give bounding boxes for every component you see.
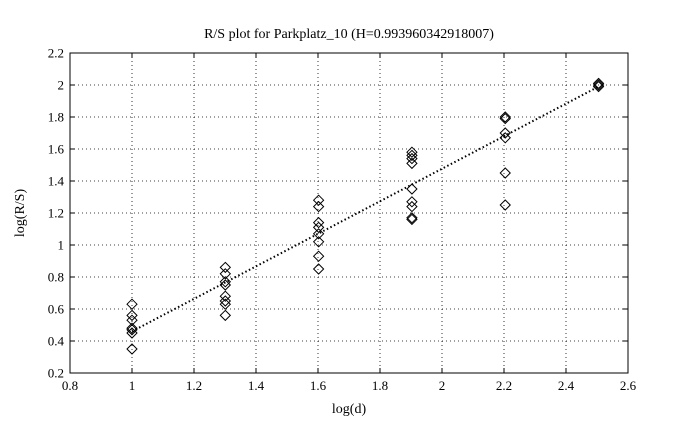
x-tick-label: 1.2 bbox=[186, 378, 202, 393]
y-tick-label: 0.4 bbox=[48, 334, 65, 349]
data-point-diamond bbox=[499, 112, 511, 125]
data-point-diamond bbox=[406, 213, 418, 226]
data-point-diamond bbox=[126, 309, 138, 322]
chart-title: R/S plot for Parkplatz_10 (H=0.993960342… bbox=[204, 27, 494, 42]
x-tick-label: 2.4 bbox=[558, 378, 575, 393]
y-tick-label: 1.8 bbox=[48, 110, 64, 125]
x-axis-label: log(d) bbox=[332, 402, 367, 417]
data-point-diamond bbox=[219, 309, 232, 322]
data-point-diamond bbox=[592, 79, 605, 91]
data-point-diamond bbox=[312, 200, 325, 213]
points-layer bbox=[126, 77, 605, 355]
grid-layer bbox=[70, 53, 628, 373]
x-tick-label: 1.4 bbox=[248, 378, 265, 393]
data-point-diamond bbox=[312, 228, 325, 240]
data-point-diamond bbox=[126, 324, 138, 336]
data-point-diamond bbox=[312, 236, 325, 248]
tick-layer: 0.8 1 1.2 1.4 1.6 1.8 2 2.2 2.4 2.6 0.2 0.4 0.6 0.8 1 1… bbox=[48, 46, 637, 394]
y-tick-label: 1 bbox=[58, 238, 65, 253]
y-tick-label: 0.8 bbox=[48, 270, 64, 285]
y-tick-label: 1.6 bbox=[48, 142, 65, 157]
data-point-diamond bbox=[126, 322, 138, 334]
fit-layer bbox=[131, 85, 600, 333]
x-tick-label: 1.8 bbox=[372, 378, 388, 393]
data-point-diamond bbox=[126, 343, 138, 355]
data-point-diamond bbox=[499, 132, 511, 144]
y-tick-label: 2.2 bbox=[48, 46, 64, 61]
data-point-diamond bbox=[219, 268, 232, 280]
y-tick-label: 2 bbox=[58, 78, 65, 93]
data-point-diamond bbox=[219, 295, 232, 307]
y-tick-label: 1.4 bbox=[48, 174, 65, 189]
y-tick-label: 1.2 bbox=[48, 206, 64, 221]
x-tick-label: 1 bbox=[129, 378, 136, 393]
data-point-diamond bbox=[219, 276, 232, 288]
data-point-diamond bbox=[499, 111, 511, 123]
data-point-diamond bbox=[219, 279, 232, 291]
data-point-diamond bbox=[499, 199, 511, 211]
y-tick-label: 0.6 bbox=[48, 302, 65, 317]
data-point-diamond bbox=[499, 167, 511, 179]
y-tick-label: 0.2 bbox=[48, 366, 64, 381]
fit-line bbox=[131, 85, 600, 333]
x-tick-label: 2.2 bbox=[496, 378, 512, 393]
data-point-diamond bbox=[219, 290, 232, 302]
x-tick-label: 1.6 bbox=[310, 378, 327, 393]
data-point-diamond bbox=[219, 261, 232, 274]
data-point-diamond bbox=[406, 196, 418, 208]
y-axis-label: log(R/S) bbox=[13, 189, 28, 238]
data-point-diamond bbox=[499, 127, 511, 139]
data-point-diamond bbox=[406, 183, 418, 195]
x-tick-label: 0.8 bbox=[62, 378, 78, 393]
data-point-diamond bbox=[406, 152, 418, 165]
plot-frame bbox=[69, 52, 629, 374]
data-point-diamond bbox=[312, 221, 325, 234]
data-point-diamond bbox=[126, 298, 138, 310]
x-tick-label: 2.6 bbox=[620, 378, 637, 393]
data-point-diamond bbox=[406, 157, 418, 170]
data-point-diamond bbox=[219, 298, 232, 310]
data-point-diamond bbox=[592, 80, 605, 93]
data-point-diamond bbox=[312, 194, 325, 206]
data-point-diamond bbox=[126, 327, 138, 339]
x-tick-label: 2 bbox=[439, 378, 446, 393]
data-point-diamond bbox=[406, 146, 418, 158]
data-point-diamond bbox=[406, 212, 418, 224]
data-point-diamond bbox=[312, 216, 325, 229]
data-point-diamond bbox=[312, 250, 325, 262]
data-point-diamond bbox=[312, 263, 325, 275]
data-point-diamond bbox=[406, 149, 418, 162]
data-point-diamond bbox=[406, 200, 418, 213]
data-point-diamond bbox=[592, 77, 605, 90]
